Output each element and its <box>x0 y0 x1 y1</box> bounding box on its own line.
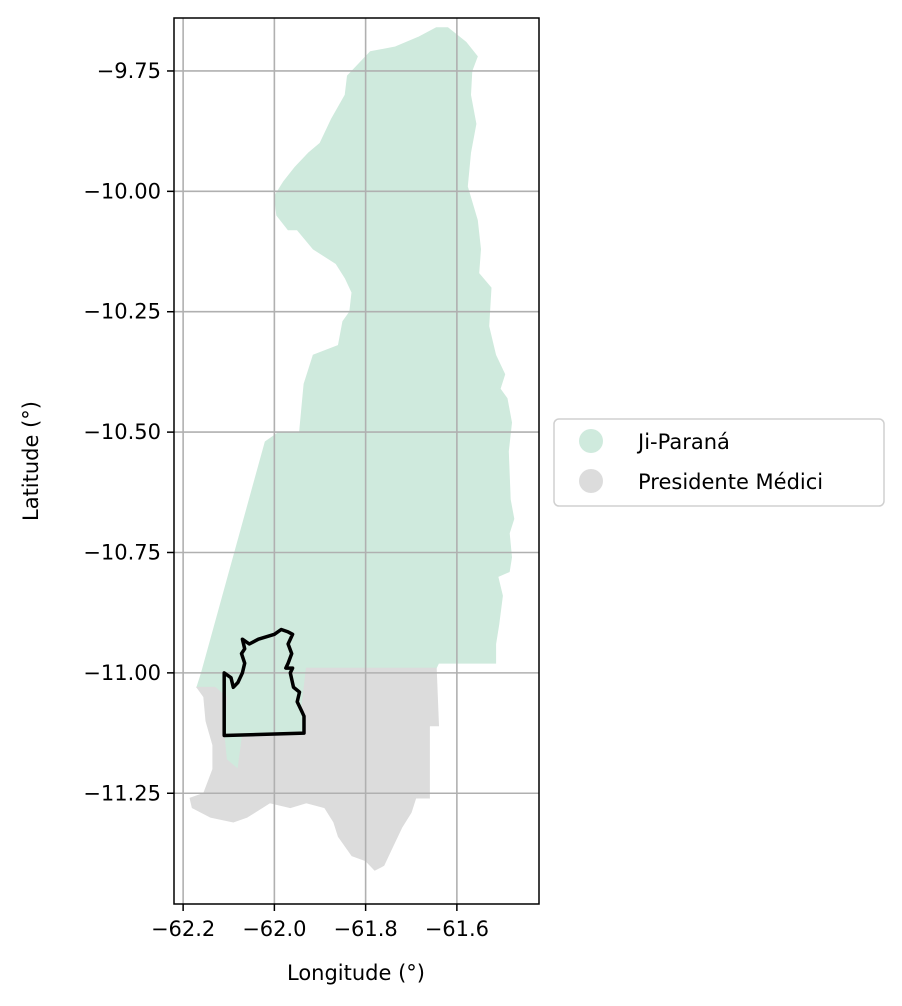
highlighted-boundary <box>222 627 306 738</box>
legend-label-presidente-medici: Presidente Médici <box>638 470 823 494</box>
regions-layer <box>189 27 515 871</box>
y-tick-label: −9.75 <box>97 59 161 83</box>
y-tick-label: −11.25 <box>83 781 161 805</box>
x-tick-label: −61.8 <box>333 917 397 941</box>
region-presidente-medici <box>189 667 440 871</box>
y-axis-ticks: −9.75 −10.00 −10.25 −10.50 −10.75 −11.00 −11.2… <box>83 59 174 805</box>
legend-swatch-presidente-medici <box>579 469 603 493</box>
grid-lines <box>174 18 539 904</box>
legend-frame <box>553 418 885 507</box>
x-axis-ticks: −62.2 −62.0 −61.8 −61.6 <box>151 904 489 941</box>
legend-swatch-ji-parana <box>579 429 603 453</box>
y-tick-label: −10.75 <box>83 540 161 564</box>
y-tick-label: −10.50 <box>83 420 161 444</box>
legend-label-ji-parana: Ji-Paraná <box>636 430 730 454</box>
y-tick-label: −10.25 <box>83 300 161 324</box>
y-tick-label: −10.00 <box>83 179 161 203</box>
legend: Ji-Paraná Presidente Médici <box>553 418 885 507</box>
outline-layer <box>222 627 306 738</box>
x-tick-label: −61.6 <box>425 917 489 941</box>
y-tick-label: −11.00 <box>83 661 161 685</box>
x-tick-label: −62.2 <box>151 917 215 941</box>
x-tick-label: −62.0 <box>242 917 306 941</box>
plot-frame <box>173 17 540 905</box>
y-axis-label: Latitude (°) <box>19 401 43 521</box>
x-axis-label: Longitude (°) <box>287 961 425 985</box>
